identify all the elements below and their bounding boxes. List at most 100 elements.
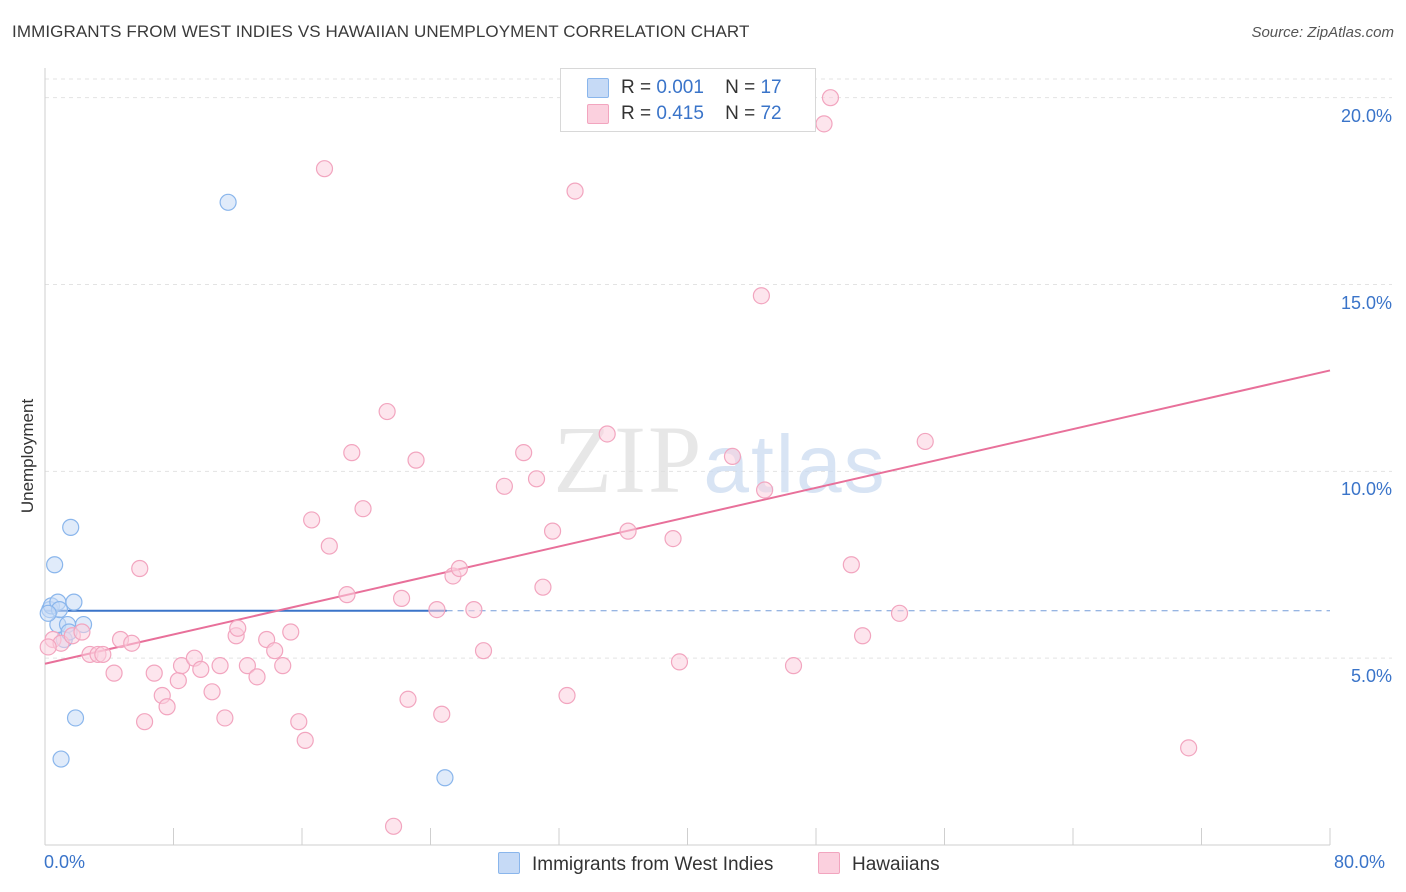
data-point-pink [135, 713, 154, 731]
data-point-pink [407, 451, 425, 469]
data-point-pink [670, 653, 689, 671]
data-point-pink [192, 660, 210, 678]
chart-source: Source: ZipAtlas.com [1251, 24, 1394, 41]
legend-r-label: R = [621, 77, 652, 98]
data-point-pink [105, 664, 123, 682]
data-point-pink [566, 182, 584, 200]
data-point-pink [343, 444, 361, 462]
data-point-pink [378, 402, 396, 421]
bottom-legend-pink: Hawaiians [818, 852, 940, 876]
data-point-blue [66, 709, 85, 727]
y-tick-label: 10.0% [1340, 479, 1392, 500]
data-point-pink [296, 731, 314, 749]
x-tick-label-max: 80.0% [1334, 852, 1386, 872]
data-point-pink [842, 556, 860, 574]
data-point-pink [94, 645, 112, 664]
data-point-pink [433, 705, 451, 723]
bottom-legend-swatch-blue [498, 852, 520, 874]
data-point-pink [203, 683, 221, 701]
data-point-pink [172, 657, 191, 675]
chart-title: IMMIGRANTS FROM WEST INDIES VS HAWAIIAN … [12, 22, 750, 41]
data-point-pink [821, 89, 840, 107]
data-point-pink [399, 690, 417, 708]
data-point-pink [755, 481, 774, 499]
watermark: ZIPatlas [553, 406, 886, 513]
data-point-blue [65, 593, 83, 611]
data-point-pink [320, 537, 338, 555]
data-point-pink [784, 657, 803, 675]
data-point-pink [515, 444, 533, 462]
legend-n-label: N = [725, 77, 756, 98]
legend-r-value-pink: 0.415 [656, 103, 704, 124]
correlation-legend: R = 0.001 N = 17 R = 0.415 N = 72 [560, 68, 816, 132]
y-axis-label: Unemployment [18, 398, 37, 514]
data-point-pink [598, 425, 616, 443]
data-point-pink [450, 559, 469, 578]
data-point-pink [338, 586, 356, 604]
data-point-pink [282, 623, 300, 641]
data-points [39, 89, 1198, 835]
data-point-pink [266, 642, 284, 660]
y-tick-label: 15.0% [1340, 292, 1392, 313]
data-point-blue [219, 193, 237, 211]
data-point-pink [853, 627, 872, 645]
legend-swatch-pink [587, 104, 609, 124]
data-point-pink [723, 447, 742, 465]
data-point-pink [354, 500, 372, 518]
data-point-pink [392, 589, 411, 607]
trend-line-pink [44, 369, 1331, 665]
bottom-legend-label-blue: Immigrants from West Indies [532, 854, 774, 875]
data-point-pink [534, 578, 552, 596]
legend-n-label: N = [725, 103, 756, 124]
legend-swatch-blue [587, 78, 609, 98]
data-point-pink [73, 623, 91, 641]
data-point-pink [527, 470, 546, 488]
data-point-blue [39, 604, 57, 622]
data-point-pink [248, 668, 266, 686]
data-point-pink [558, 686, 576, 705]
y-tick-label: 20.0% [1340, 105, 1392, 126]
data-point-blue [46, 556, 64, 574]
data-point-pink [815, 115, 833, 133]
data-point-pink [1180, 739, 1198, 757]
data-point-pink [145, 664, 163, 682]
x-tick-label-min: 0.0% [44, 852, 86, 872]
data-point-pink [238, 657, 256, 675]
data-point-pink [216, 709, 234, 727]
data-point-pink [916, 432, 934, 451]
data-point-pink [303, 511, 321, 529]
data-point-pink [384, 817, 403, 835]
data-point-pink [131, 559, 149, 578]
data-point-pink [495, 477, 513, 495]
bottom-legend-swatch-pink [818, 852, 840, 874]
data-point-pink [474, 642, 493, 660]
data-point-blue [436, 769, 454, 787]
data-point-blue [62, 518, 80, 536]
data-point-pink [158, 698, 176, 716]
data-point-pink [315, 160, 334, 178]
data-point-pink [290, 713, 308, 731]
data-point-blue [52, 750, 70, 768]
legend-r-label: R = [621, 103, 652, 124]
data-point-pink [543, 522, 562, 540]
data-point-pink [752, 287, 770, 305]
data-point-pink [274, 657, 292, 675]
trend-lines [44, 369, 1331, 665]
bottom-legend-label-pink: Hawaiians [852, 854, 940, 875]
legend-n-value-pink: 72 [760, 103, 782, 124]
bottom-legend-blue: Immigrants from West Indies [498, 852, 773, 876]
data-point-pink [169, 671, 187, 690]
data-point-pink [890, 604, 909, 622]
data-point-pink [619, 522, 637, 540]
data-point-pink [229, 619, 247, 637]
data-point-pink [39, 638, 57, 656]
legend-n-value-blue: 17 [760, 77, 782, 98]
data-point-pink [428, 600, 446, 619]
data-point-pink [211, 657, 229, 675]
y-tick-label: 5.0% [1350, 666, 1392, 687]
data-point-pink [465, 600, 483, 619]
data-point-pink [123, 634, 141, 652]
legend-r-value-blue: 0.001 [656, 77, 704, 98]
gridlines [45, 78, 1392, 659]
